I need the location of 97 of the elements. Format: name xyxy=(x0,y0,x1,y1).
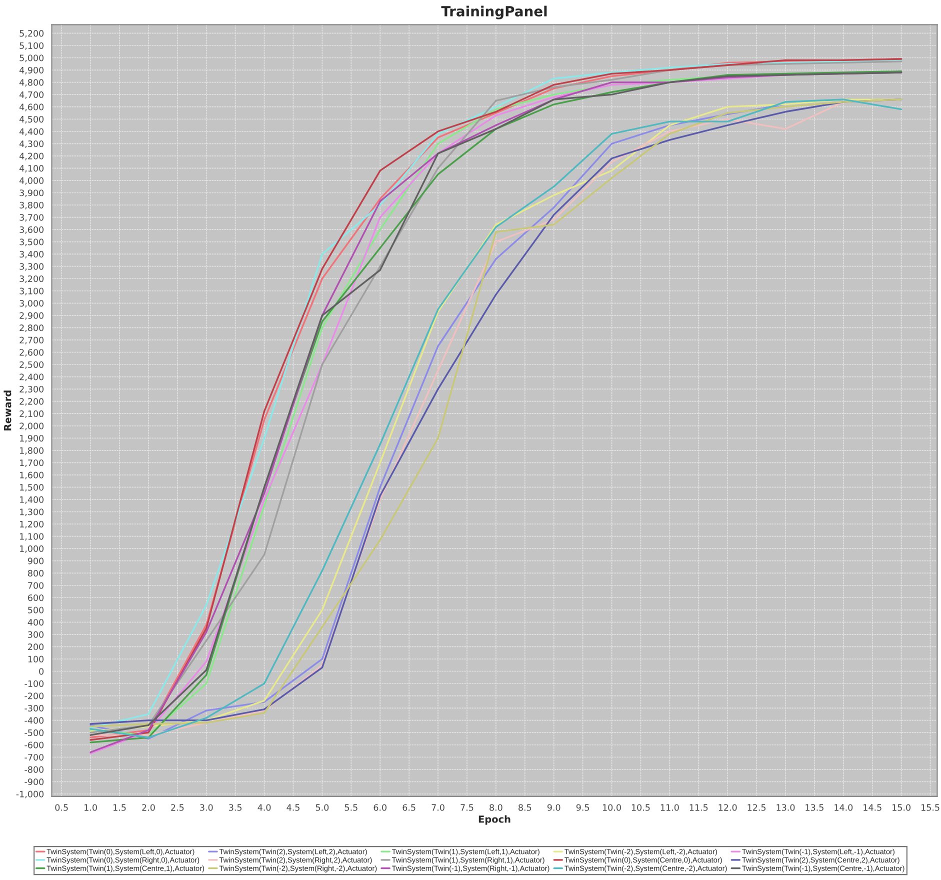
y-tick-label: 4,100 xyxy=(19,165,44,173)
x-tick-label: 0.5 xyxy=(55,804,68,811)
y-tick-label: 1,400 xyxy=(20,496,44,504)
x-tick-label: 7.0 xyxy=(432,804,444,811)
x-tick-label: 1.5 xyxy=(114,804,126,811)
x-tick-label: 11.5 xyxy=(690,804,708,811)
x-tick-label: 5.5 xyxy=(344,804,358,811)
y-tick-label: -200 xyxy=(24,692,44,700)
y-tick-label: 3,200 xyxy=(20,275,44,283)
y-tick-label: 3,400 xyxy=(20,250,44,258)
x-tick-label: 3.5 xyxy=(229,804,242,811)
x-tick-label: 2.5 xyxy=(171,804,184,811)
y-tick-label: -900 xyxy=(24,778,44,786)
y-tick-label: -400 xyxy=(24,717,44,724)
y-tick-label: 300 xyxy=(28,631,44,638)
y-tick-label: 3,700 xyxy=(20,214,44,222)
y-axis-title: Reward xyxy=(4,390,12,430)
y-tick-label: 2,500 xyxy=(20,361,44,369)
x-tick-label: 12.0 xyxy=(718,804,737,811)
x-axis-title: Epoch xyxy=(478,815,510,825)
x-tick-label: 4.0 xyxy=(258,804,271,811)
y-tick-label: 600 xyxy=(28,594,44,602)
x-tick-label: 1.0 xyxy=(84,804,97,811)
y-tick-label: 2,900 xyxy=(20,312,44,320)
y-tick-label: 4,800 xyxy=(19,79,44,87)
y-tick-label: -1,000 xyxy=(16,790,44,798)
x-tick-label: 15.5 xyxy=(922,804,940,811)
y-tick-label: -500 xyxy=(24,729,44,736)
y-tick-label: 2,800 xyxy=(20,324,44,332)
y-tick-label: 3,900 xyxy=(20,190,44,198)
y-tick-label: -800 xyxy=(24,766,44,773)
x-tick-label: 10.0 xyxy=(602,804,621,811)
y-tick-label: 1,600 xyxy=(20,472,44,480)
x-tick-label: 8.5 xyxy=(518,804,532,811)
x-tick-label: 3.0 xyxy=(200,804,213,811)
x-tick-label: 9.0 xyxy=(547,804,560,811)
y-tick-label: 4,900 xyxy=(19,66,44,74)
y-tick-label: -300 xyxy=(24,704,44,712)
y-tick-label: 3,800 xyxy=(20,202,44,210)
y-tick-label: 4,000 xyxy=(19,177,44,185)
x-tick-label: 12.5 xyxy=(748,804,766,811)
y-tick-label: 3,300 xyxy=(20,263,44,271)
y-tick-label: 1,700 xyxy=(20,459,44,468)
y-tick-label: 900 xyxy=(28,558,44,564)
x-tick-label: 15.0 xyxy=(892,804,910,811)
y-tick-label: 700 xyxy=(28,582,44,589)
y-tick-label: 800 xyxy=(28,570,44,577)
y-tick-label: 3,100 xyxy=(20,288,44,296)
x-tick-label: 14.0 xyxy=(834,804,853,811)
y-tick-label: 5,100 xyxy=(20,42,44,50)
x-tick-label: 2.0 xyxy=(142,804,155,811)
y-tick-label: 3,000 xyxy=(20,300,44,308)
y-tick-label: 1,000 xyxy=(20,545,44,553)
y-tick-label: 100 xyxy=(28,656,44,662)
y-tick-label: 2,700 xyxy=(20,336,44,344)
x-tick-label: 8.0 xyxy=(490,804,502,811)
y-tick-label: 2,200 xyxy=(20,398,44,406)
x-tick-label: 5.0 xyxy=(316,804,329,811)
y-tick-label: 5,200 xyxy=(20,30,44,38)
y-tick-label: 2,000 xyxy=(20,422,44,430)
chart-title: TrainingPanel xyxy=(441,6,547,20)
x-tick-label: 9.5 xyxy=(576,804,590,811)
x-tick-label: 13.5 xyxy=(806,804,824,811)
y-tick-label: 1,300 xyxy=(20,508,44,516)
x-tick-label: 7.5 xyxy=(460,804,474,811)
x-tick-label: 14.5 xyxy=(864,804,882,811)
y-tick-label: 4,700 xyxy=(19,91,44,99)
y-tick-label: 4,300 xyxy=(19,140,44,148)
x-tick-label: 10.5 xyxy=(632,804,650,811)
x-tick-label: 6.0 xyxy=(374,804,386,811)
y-tick-label: 4,600 xyxy=(19,104,44,112)
y-tick-label: 4,500 xyxy=(19,116,44,124)
y-tick-label: -600 xyxy=(24,742,44,748)
y-tick-label: 2,400 xyxy=(20,374,44,382)
y-tick-label: 3,500 xyxy=(20,238,44,246)
y-tick-label: 4,200 xyxy=(19,152,44,160)
y-tick-label: 200 xyxy=(28,644,44,650)
y-tick-label: 1,100 xyxy=(20,533,44,541)
y-tick-label: 2,600 xyxy=(20,349,44,357)
y-tick-label: 3,600 xyxy=(20,226,44,234)
y-tick-label: 1,800 xyxy=(20,447,44,455)
y-tick-label: 2,100 xyxy=(20,410,44,418)
x-tick-label: 4.5 xyxy=(286,804,300,811)
x-tick-label: 6.5 xyxy=(402,804,416,811)
y-tick-label: 5,000 xyxy=(20,54,44,62)
y-tick-label: 1,200 xyxy=(20,520,44,528)
y-tick-label: -100 xyxy=(24,680,44,687)
y-tick-label: 0 xyxy=(39,668,44,675)
y-tick-label: 1,900 xyxy=(20,434,44,442)
y-tick-label: 4,400 xyxy=(19,128,44,136)
x-tick-label: 13.0 xyxy=(776,804,795,811)
y-tick-label: -700 xyxy=(24,754,44,761)
y-tick-label: 1,500 xyxy=(20,484,44,492)
y-tick-label: 500 xyxy=(28,606,44,614)
y-tick-label: 400 xyxy=(28,619,44,626)
y-tick-label: 2,300 xyxy=(20,386,44,394)
x-tick-label: 11.0 xyxy=(660,804,679,811)
